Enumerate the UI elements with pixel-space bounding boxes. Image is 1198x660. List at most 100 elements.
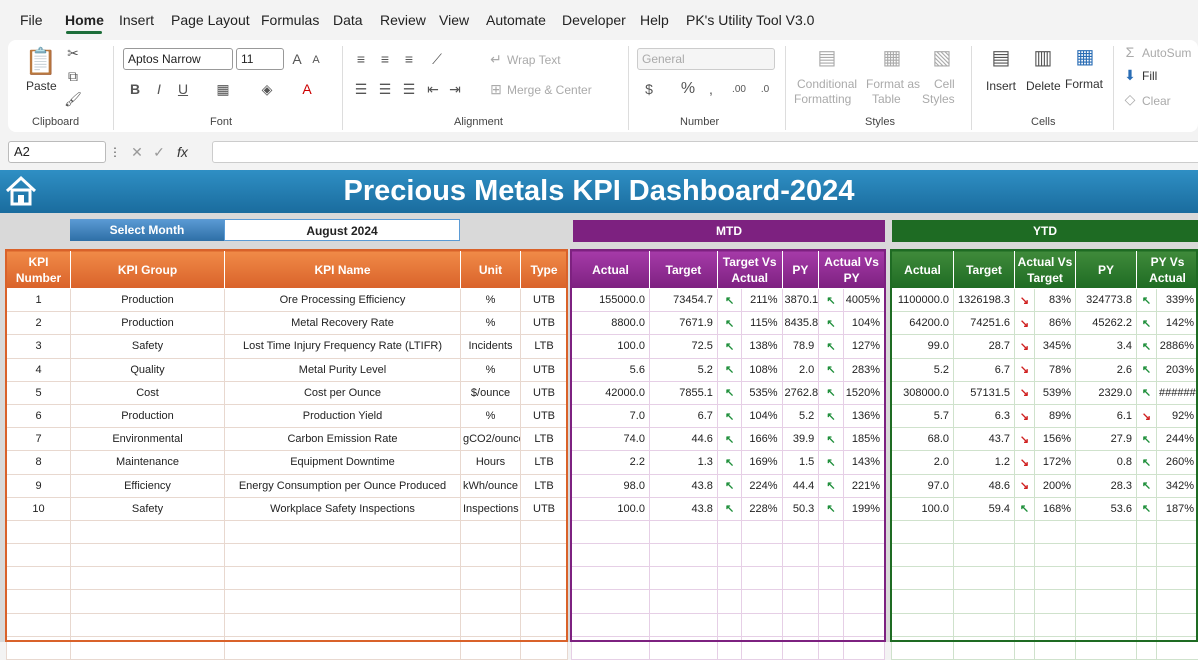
format-painter-icon[interactable]: 🖌	[64, 90, 82, 108]
ytd-actual-cell[interactable]: 1100000.0	[892, 289, 954, 312]
type-cell[interactable]: UTB	[521, 404, 568, 427]
ytd-actual-cell[interactable]: 68.0	[892, 428, 954, 451]
type-cell[interactable]: LTB	[521, 474, 568, 497]
mtd-py-cell[interactable]: 8435.8	[782, 312, 819, 335]
type-cell[interactable]: UTB	[521, 358, 568, 381]
ytd-py-vs-actual-cell[interactable]: ######	[1157, 381, 1198, 404]
mtd-target-vs-actual-cell[interactable]: 138%	[742, 335, 782, 358]
empty-cell[interactable]	[1157, 567, 1198, 590]
mtd-actual-cell[interactable]: 42000.0	[572, 381, 650, 404]
empty-cell[interactable]	[954, 590, 1015, 613]
ytd-actual-cell[interactable]: 2.0	[892, 451, 954, 474]
format-cells-icon[interactable]: ▦	[1070, 42, 1100, 70]
empty-cell[interactable]	[461, 636, 521, 659]
empty-cell[interactable]	[819, 590, 844, 613]
mtd-py-cell[interactable]: 3870.1	[782, 289, 819, 312]
empty-cell[interactable]	[521, 567, 568, 590]
empty-cell[interactable]	[1015, 613, 1035, 636]
ytd-py-cell[interactable]: 28.3	[1076, 474, 1137, 497]
empty-cell[interactable]	[1137, 567, 1157, 590]
merge-center-button[interactable]: Merge & Center	[507, 83, 592, 97]
empty-cell[interactable]	[1015, 544, 1035, 567]
comma-icon[interactable]: ,	[704, 80, 718, 98]
empty-cell[interactable]	[225, 636, 461, 659]
fill-icon[interactable]: ⬇	[1122, 67, 1138, 83]
empty-cell[interactable]	[954, 567, 1015, 590]
empty-cell[interactable]	[7, 636, 71, 659]
ytd-actual-cell[interactable]: 100.0	[892, 497, 954, 520]
empty-cell[interactable]	[892, 636, 954, 659]
cell-styles-label-1[interactable]: Cell	[934, 77, 955, 91]
mtd-py-cell[interactable]: 5.2	[782, 404, 819, 427]
font-name-select[interactable]: Aptos Narrow	[123, 48, 233, 70]
mtd-actual-vs-py-cell[interactable]: 4005%	[843, 289, 884, 312]
empty-cell[interactable]	[71, 590, 225, 613]
empty-cell[interactable]	[71, 544, 225, 567]
empty-cell[interactable]	[572, 636, 650, 659]
empty-cell[interactable]	[892, 613, 954, 636]
delete-cells-button[interactable]: Delete	[1026, 79, 1061, 93]
mtd-target-vs-actual-cell[interactable]: 535%	[742, 381, 782, 404]
empty-cell[interactable]	[572, 520, 650, 543]
mtd-actual-cell[interactable]: 98.0	[572, 474, 650, 497]
cell-styles-icon[interactable]: ▧	[928, 44, 956, 70]
ytd-py-cell[interactable]: 45262.2	[1076, 312, 1137, 335]
empty-cell[interactable]	[225, 544, 461, 567]
kpi-name-cell[interactable]: Cost per Ounce	[225, 381, 461, 404]
kpi-group-cell[interactable]: Production	[71, 312, 225, 335]
percent-icon[interactable]: %	[678, 80, 698, 98]
kpi-number-cell[interactable]: 8	[7, 451, 71, 474]
kpi-group-cell[interactable]: Production	[71, 289, 225, 312]
empty-cell[interactable]	[1076, 613, 1137, 636]
month-selector[interactable]: August 2024	[224, 219, 460, 241]
ytd-py-vs-actual-cell[interactable]: 203%	[1157, 358, 1198, 381]
kpi-number-cell[interactable]: 2	[7, 312, 71, 335]
empty-cell[interactable]	[1157, 544, 1198, 567]
mtd-actual-cell[interactable]: 2.2	[572, 451, 650, 474]
delete-cells-icon[interactable]: ▥	[1028, 44, 1058, 70]
type-cell[interactable]: UTB	[521, 497, 568, 520]
empty-cell[interactable]	[1137, 544, 1157, 567]
kpi-number-cell[interactable]: 5	[7, 381, 71, 404]
ytd-target-cell[interactable]: 48.6	[954, 474, 1015, 497]
unit-cell[interactable]: $/ounce	[461, 381, 521, 404]
kpi-group-cell[interactable]: Environmental	[71, 428, 225, 451]
increase-decimal-icon[interactable]: .00	[728, 80, 750, 98]
mtd-actual-vs-py-cell[interactable]: 136%	[843, 404, 884, 427]
empty-cell[interactable]	[1015, 590, 1035, 613]
borders-icon[interactable]: ▦	[214, 80, 232, 98]
empty-cell[interactable]	[819, 520, 844, 543]
ytd-py-vs-actual-cell[interactable]: 342%	[1157, 474, 1198, 497]
kpi-group-cell[interactable]: Quality	[71, 358, 225, 381]
font-size-select[interactable]: 11	[236, 48, 284, 70]
empty-cell[interactable]	[819, 636, 844, 659]
tab-utility-tool[interactable]: PK's Utility Tool V3.0	[686, 12, 814, 28]
kpi-number-cell[interactable]: 1	[7, 289, 71, 312]
mtd-py-cell[interactable]: 2762.8	[782, 381, 819, 404]
mtd-actual-cell[interactable]: 100.0	[572, 335, 650, 358]
kpi-number-cell[interactable]: 6	[7, 404, 71, 427]
kpi-number-cell[interactable]: 10	[7, 497, 71, 520]
mtd-py-cell[interactable]: 2.0	[782, 358, 819, 381]
ytd-actual-vs-target-cell[interactable]: 156%	[1035, 428, 1076, 451]
unit-cell[interactable]: Hours	[461, 451, 521, 474]
empty-cell[interactable]	[7, 613, 71, 636]
empty-cell[interactable]	[843, 567, 884, 590]
empty-cell[interactable]	[71, 567, 225, 590]
empty-cell[interactable]	[71, 520, 225, 543]
kpi-name-cell[interactable]: Workplace Safety Inspections	[225, 497, 461, 520]
kpi-group-cell[interactable]: Production	[71, 404, 225, 427]
ytd-py-vs-actual-cell[interactable]: 187%	[1157, 497, 1198, 520]
empty-cell[interactable]	[717, 636, 742, 659]
empty-cell[interactable]	[461, 567, 521, 590]
ytd-target-cell[interactable]: 1.2	[954, 451, 1015, 474]
tab-home[interactable]: Home	[65, 12, 104, 28]
empty-cell[interactable]	[649, 544, 717, 567]
mtd-target-cell[interactable]: 43.8	[649, 497, 717, 520]
mtd-actual-cell[interactable]: 100.0	[572, 497, 650, 520]
empty-cell[interactable]	[1076, 520, 1137, 543]
empty-cell[interactable]	[1157, 613, 1198, 636]
align-right-icon[interactable]: ☰	[400, 80, 418, 98]
copy-icon[interactable]: ⧉	[64, 67, 82, 85]
ytd-py-cell[interactable]: 2329.0	[1076, 381, 1137, 404]
